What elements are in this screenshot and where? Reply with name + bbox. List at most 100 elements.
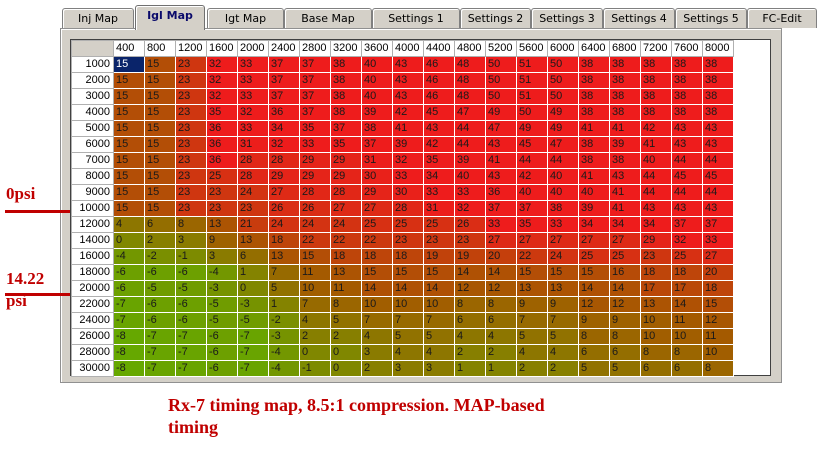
- map-cell[interactable]: 44: [454, 136, 486, 153]
- map-cell[interactable]: 43: [609, 168, 641, 185]
- map-cell[interactable]: 38: [702, 104, 734, 121]
- map-cell[interactable]: 14: [609, 280, 641, 297]
- map-cell[interactable]: 45: [516, 136, 548, 153]
- map-cell[interactable]: 42: [423, 136, 455, 153]
- map-cell[interactable]: -8: [113, 360, 145, 377]
- map-cell[interactable]: 41: [392, 120, 424, 137]
- map-cell[interactable]: 40: [547, 168, 579, 185]
- map-cell[interactable]: 4: [361, 328, 393, 345]
- map-cell[interactable]: 15: [113, 200, 145, 217]
- map-cell[interactable]: 33: [299, 136, 331, 153]
- map-cell[interactable]: 32: [206, 72, 238, 89]
- map-cell[interactable]: 22: [299, 232, 331, 249]
- map-cell[interactable]: 35: [299, 120, 331, 137]
- map-cell[interactable]: -6: [113, 280, 145, 297]
- map-cell[interactable]: -6: [144, 312, 176, 329]
- map-cell[interactable]: 41: [578, 168, 610, 185]
- map-cell[interactable]: -2: [268, 312, 300, 329]
- map-cell[interactable]: 18: [702, 280, 734, 297]
- map-cell[interactable]: 35: [330, 136, 362, 153]
- map-cell[interactable]: 15: [113, 120, 145, 137]
- map-cell[interactable]: 28: [392, 200, 424, 217]
- map-cell[interactable]: 35: [206, 104, 238, 121]
- map-cell[interactable]: 12: [454, 280, 486, 297]
- map-cell[interactable]: 40: [361, 56, 393, 73]
- map-cell[interactable]: 5: [578, 360, 610, 377]
- map-cell[interactable]: 38: [547, 200, 579, 217]
- map-cell[interactable]: 48: [454, 88, 486, 105]
- map-cell[interactable]: 10: [640, 328, 672, 345]
- map-cell[interactable]: 15: [113, 88, 145, 105]
- map-cell[interactable]: 38: [671, 104, 703, 121]
- map-cell[interactable]: 28: [330, 184, 362, 201]
- map-cell[interactable]: 37: [702, 216, 734, 233]
- map-cell[interactable]: -5: [144, 280, 176, 297]
- map-cell[interactable]: 49: [516, 120, 548, 137]
- map-cell[interactable]: 30: [392, 184, 424, 201]
- map-cell[interactable]: 17: [671, 280, 703, 297]
- map-cell[interactable]: 29: [330, 168, 362, 185]
- map-cell[interactable]: 9: [547, 296, 579, 313]
- map-cell[interactable]: 38: [578, 136, 610, 153]
- map-cell[interactable]: 50: [547, 88, 579, 105]
- map-cell[interactable]: 6: [454, 312, 486, 329]
- map-cell[interactable]: 22: [516, 248, 548, 265]
- map-cell[interactable]: -5: [206, 312, 238, 329]
- map-cell[interactable]: 37: [268, 72, 300, 89]
- map-cell[interactable]: 6: [237, 248, 269, 265]
- map-cell[interactable]: 34: [423, 168, 455, 185]
- map-cell[interactable]: 0: [299, 344, 331, 361]
- map-cell[interactable]: -3: [237, 296, 269, 313]
- map-cell[interactable]: 5: [330, 312, 362, 329]
- map-cell[interactable]: -8: [113, 328, 145, 345]
- map-cell[interactable]: 43: [392, 88, 424, 105]
- map-cell[interactable]: 24: [547, 248, 579, 265]
- map-cell[interactable]: -5: [175, 280, 207, 297]
- map-cell[interactable]: 16: [609, 264, 641, 281]
- map-cell[interactable]: -7: [175, 344, 207, 361]
- map-cell[interactable]: 33: [454, 184, 486, 201]
- map-cell[interactable]: 13: [640, 296, 672, 313]
- map-cell[interactable]: 23: [640, 248, 672, 265]
- map-cell[interactable]: 32: [206, 56, 238, 73]
- map-cell[interactable]: 19: [454, 248, 486, 265]
- map-cell[interactable]: 2: [144, 232, 176, 249]
- map-cell[interactable]: 38: [671, 56, 703, 73]
- map-cell[interactable]: 32: [454, 200, 486, 217]
- map-cell[interactable]: 13: [547, 280, 579, 297]
- map-cell[interactable]: 34: [578, 216, 610, 233]
- map-cell[interactable]: 32: [671, 232, 703, 249]
- tab-settings-4[interactable]: Settings 4: [603, 8, 675, 28]
- map-cell[interactable]: 38: [330, 104, 362, 121]
- map-cell[interactable]: 4: [454, 328, 486, 345]
- map-cell[interactable]: 18: [671, 264, 703, 281]
- map-cell[interactable]: 15: [392, 264, 424, 281]
- map-cell[interactable]: 49: [547, 104, 579, 121]
- map-cell[interactable]: 27: [516, 232, 548, 249]
- map-cell[interactable]: 47: [454, 104, 486, 121]
- map-cell[interactable]: 21: [237, 216, 269, 233]
- map-cell[interactable]: 23: [454, 232, 486, 249]
- map-cell[interactable]: 47: [547, 136, 579, 153]
- map-cell[interactable]: 22: [330, 232, 362, 249]
- map-cell[interactable]: 33: [237, 56, 269, 73]
- map-cell[interactable]: 10: [423, 296, 455, 313]
- map-cell[interactable]: 40: [516, 184, 548, 201]
- tab-settings-2[interactable]: Settings 2: [460, 8, 531, 28]
- map-cell[interactable]: 15: [113, 152, 145, 169]
- map-cell[interactable]: 23: [175, 200, 207, 217]
- map-cell[interactable]: 12: [609, 296, 641, 313]
- map-cell[interactable]: 39: [454, 152, 486, 169]
- map-cell[interactable]: 4: [423, 344, 455, 361]
- map-cell[interactable]: 26: [454, 216, 486, 233]
- map-cell[interactable]: 43: [671, 136, 703, 153]
- map-cell[interactable]: 38: [609, 72, 641, 89]
- map-cell[interactable]: 8: [175, 216, 207, 233]
- map-cell[interactable]: 18: [640, 264, 672, 281]
- map-cell[interactable]: 2: [330, 328, 362, 345]
- map-cell[interactable]: 34: [640, 216, 672, 233]
- map-cell[interactable]: 7: [516, 312, 548, 329]
- map-cell[interactable]: 38: [640, 56, 672, 73]
- map-cell[interactable]: 29: [299, 168, 331, 185]
- map-cell[interactable]: 40: [361, 88, 393, 105]
